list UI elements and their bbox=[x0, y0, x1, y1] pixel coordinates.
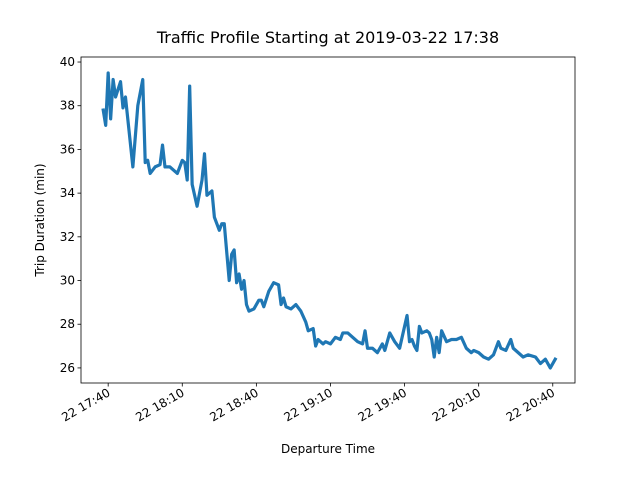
plot-frame bbox=[80, 56, 576, 384]
line bbox=[101, 71, 558, 370]
y-tick-label: 26 bbox=[60, 361, 75, 375]
y-tick-label: 36 bbox=[60, 142, 75, 156]
y-tick-label: 40 bbox=[60, 55, 75, 69]
x-axis-label: Departure Time bbox=[281, 442, 375, 456]
y-tick-label: 38 bbox=[60, 99, 75, 113]
y-tick-label: 32 bbox=[60, 230, 75, 244]
chart-title: Traffic Profile Starting at 2019-03-22 1… bbox=[156, 28, 499, 47]
y-axis-label: Trip Duration (min) bbox=[33, 163, 47, 277]
y-tick-label: 30 bbox=[60, 274, 75, 288]
y-tick-label: 28 bbox=[60, 317, 75, 331]
y-tick-label: 34 bbox=[60, 186, 75, 200]
